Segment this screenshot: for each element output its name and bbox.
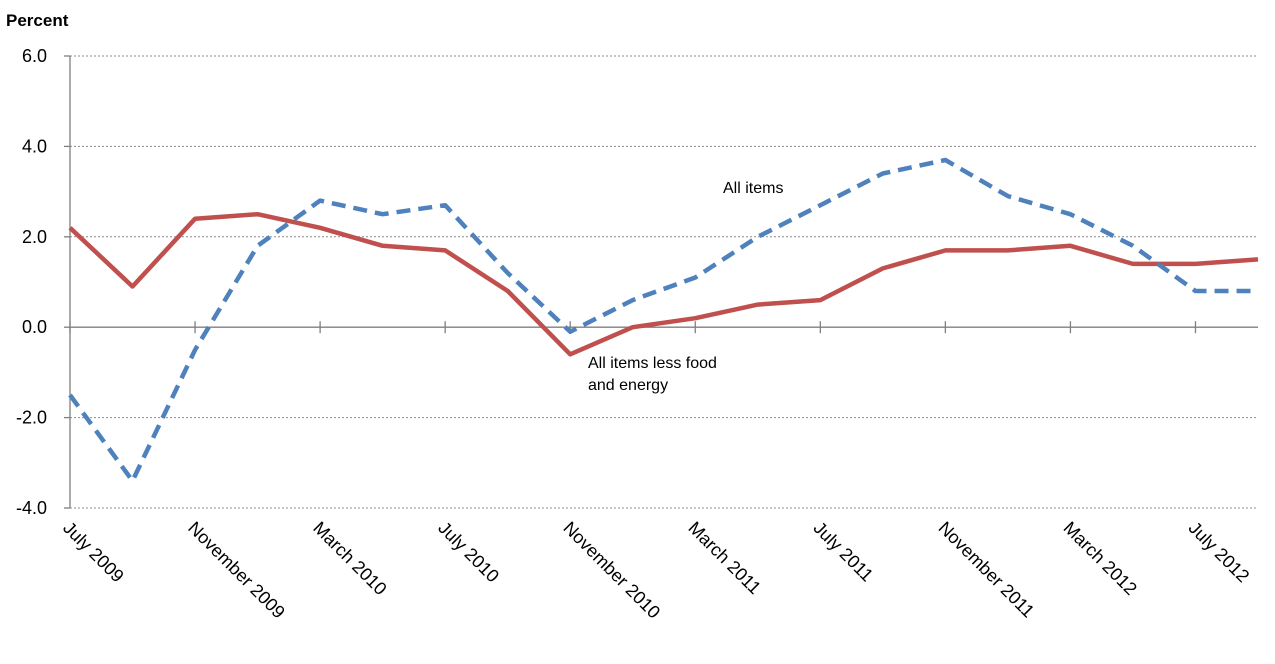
- series-line-core: [68, 211, 1259, 357]
- y-tick-labels: 6.0 4.0 2.0 0.0 -2.0 -4.0: [16, 46, 47, 518]
- x-tick-labels: July 2009 November 2009 March 2010 July 201…: [59, 518, 1253, 623]
- y-tick-label: -2.0: [16, 408, 47, 428]
- gridlines: [64, 55, 1258, 509]
- series-layer: [68, 157, 1259, 484]
- annotation-core-line-1: All items less food: [588, 355, 717, 372]
- x-tick-label: November 2010: [559, 518, 664, 623]
- series-line-all-items: [68, 157, 1258, 484]
- x-tick-label: July 2012: [1185, 518, 1254, 587]
- y-tick-label: 6.0: [22, 46, 47, 66]
- x-tick-label: March 2010: [309, 518, 390, 599]
- x-tick-label: March 2011: [684, 518, 764, 598]
- x-tick-label: July 2009: [59, 518, 128, 587]
- y-tick-label: -4.0: [16, 498, 47, 518]
- x-tick-label: July 2010: [434, 518, 503, 587]
- y-tick-label: 0.0: [22, 317, 47, 337]
- x-tick-label: November 2009: [184, 518, 289, 623]
- annotation-all-items: All items: [723, 180, 783, 197]
- x-tick-label: July 2011: [809, 518, 877, 586]
- y-tick-label: 4.0: [22, 136, 47, 156]
- x-tick-label: March 2012: [1060, 518, 1141, 599]
- y-tick-label: 2.0: [22, 227, 47, 247]
- x-ticks: [69, 321, 1197, 334]
- x-tick-label: November 2011: [935, 518, 1039, 622]
- y-axis-title: Percent: [6, 11, 69, 30]
- annotation-core-line-2: and energy: [588, 377, 668, 394]
